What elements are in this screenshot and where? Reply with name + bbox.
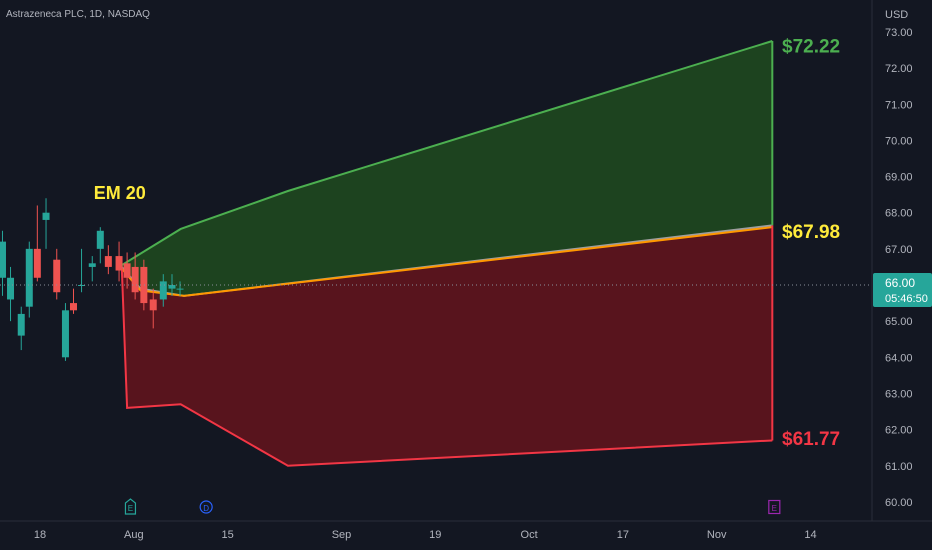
x-tick-label: Sep — [332, 529, 352, 541]
candle-body[interactable] — [104, 256, 112, 267]
y-tick-label: 67.00 — [885, 244, 913, 256]
earnings-marker-shape — [124, 498, 137, 515]
event-marker-e[interactable]: E — [124, 498, 137, 515]
current-price-value: 66.00 — [885, 276, 915, 290]
event-letter: D — [203, 504, 209, 513]
event-marker-d[interactable]: D — [199, 500, 213, 514]
x-tick-label: 17 — [617, 529, 629, 541]
candle-body[interactable] — [140, 266, 148, 304]
y-tick-label: 62.00 — [885, 425, 913, 437]
y-tick-label: 68.00 — [885, 208, 913, 220]
earnings-marker-shape — [768, 499, 781, 515]
y-tick-label: 71.00 — [885, 99, 913, 111]
candle-body[interactable] — [17, 313, 25, 336]
value-labels: $72.22 $67.98 $61.77 — [782, 37, 840, 450]
candle-body[interactable] — [0, 241, 6, 278]
candle-body[interactable] — [159, 281, 167, 300]
candle-body[interactable] — [7, 277, 15, 300]
y-tick-label: 64.00 — [885, 352, 913, 364]
event-marker-e[interactable]: E — [768, 499, 781, 515]
time-axis[interactable] — [0, 521, 932, 550]
chart-title: Astrazeneca PLC, 1D, NASDAQ — [6, 9, 150, 20]
y-tick-label: 70.00 — [885, 135, 913, 147]
candle-body[interactable] — [115, 256, 123, 271]
candle-body[interactable] — [168, 285, 176, 289]
candle-body[interactable] — [176, 288, 184, 290]
candle-body[interactable] — [149, 299, 157, 311]
series-line-3 — [120, 266, 773, 467]
candle-body[interactable] — [88, 263, 96, 267]
y-axis-ticks: 60.00 61.00 62.00 63.00 64.00 65.00 66.00 67.00… — [885, 27, 913, 509]
y-tick-label: 65.00 — [885, 316, 913, 328]
value-label: $67.98 — [782, 222, 840, 243]
candles-layer — [0, 198, 184, 361]
event-letter: E — [772, 504, 777, 513]
y-tick-label: 63.00 — [885, 388, 913, 400]
y-tick-label: 61.00 — [885, 461, 913, 473]
x-tick-label: Oct — [521, 529, 538, 541]
candle-body[interactable] — [123, 263, 131, 278]
x-tick-label: 19 — [429, 529, 441, 541]
current-price-countdown: 05:46:50 — [885, 293, 928, 305]
x-axis-ticks: 18 Aug 15 Sep 19 Oct 17 Nov 14 — [34, 529, 817, 541]
value-label: $72.22 — [782, 37, 840, 58]
price-axis[interactable] — [872, 0, 932, 521]
y-tick-label: 73.00 — [885, 27, 913, 39]
x-tick-label: 18 — [34, 529, 46, 541]
current-price-badge-bg — [873, 273, 932, 307]
event-letter: E — [128, 504, 133, 513]
candle-body[interactable] — [131, 266, 139, 293]
currency-label: USD — [885, 9, 908, 21]
candle-body[interactable] — [61, 310, 69, 358]
candle-body[interactable] — [70, 303, 77, 311]
x-tick-label: Aug — [124, 529, 144, 541]
y-tick-label: 60.00 — [885, 497, 913, 509]
current-price-badge: 66.00 05:46:50 — [873, 273, 932, 307]
candle-body[interactable] — [33, 248, 41, 278]
candle-body[interactable] — [96, 230, 104, 249]
candle-body[interactable] — [53, 259, 61, 293]
y-tick-label: 72.00 — [885, 63, 913, 75]
dividend-marker-shape — [199, 500, 213, 514]
x-tick-label: 14 — [804, 529, 816, 541]
x-tick-label: 15 — [221, 529, 233, 541]
x-tick-label: Nov — [707, 529, 727, 541]
y-tick-label: 69.00 — [885, 172, 913, 184]
value-label: $61.77 — [782, 429, 840, 450]
upper-range-fill — [121, 40, 773, 296]
series-line-0 — [121, 40, 773, 266]
candle-body[interactable] — [78, 285, 86, 286]
candle-body[interactable] — [25, 248, 33, 307]
candle-body[interactable] — [42, 212, 50, 220]
em-20-annotation: EM 20 — [94, 183, 146, 203]
